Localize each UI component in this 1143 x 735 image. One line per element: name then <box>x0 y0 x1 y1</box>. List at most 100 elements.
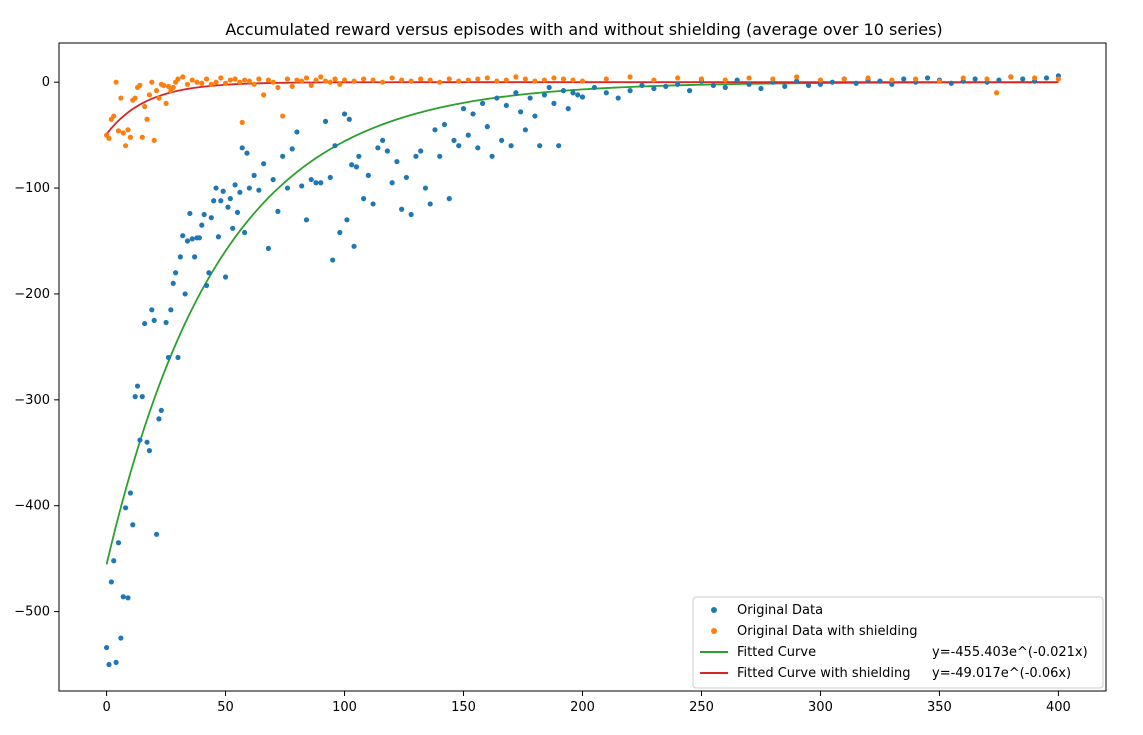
shielded-data-point <box>418 76 424 82</box>
original-data-point <box>261 161 267 167</box>
shielded-data-point <box>722 77 728 83</box>
original-data-point <box>106 661 112 668</box>
original-data-point <box>924 75 931 81</box>
shielded-data-point <box>675 75 681 81</box>
original-data-point <box>130 522 136 528</box>
original-data-point <box>303 217 310 223</box>
shielded-data-point <box>370 77 376 83</box>
original-data-point <box>180 233 186 239</box>
original-data-point <box>227 196 233 202</box>
original-data-point <box>782 83 788 90</box>
original-data-point <box>422 185 429 191</box>
x-tick-label: 200 <box>570 700 595 715</box>
original-data-point <box>184 238 191 244</box>
original-data-point <box>149 307 155 313</box>
shielded-data-point <box>144 116 150 122</box>
x-tick-label: 350 <box>927 700 952 715</box>
original-data-point <box>513 90 519 96</box>
original-data-point <box>313 180 319 186</box>
legend-box <box>692 596 1104 689</box>
original-data-point <box>615 95 621 101</box>
shielded-data-point <box>111 113 117 119</box>
shielded-data-point <box>113 79 119 85</box>
original-data-point <box>451 137 457 144</box>
original-data-point <box>353 164 360 170</box>
x-tick-label: 50 <box>217 700 234 715</box>
original-data-point <box>889 81 895 87</box>
original-data-point <box>556 143 562 149</box>
original-data-point <box>853 80 859 86</box>
original-data-point <box>139 394 145 400</box>
y-tick-label: 0 <box>42 75 50 90</box>
shielded-data-point <box>817 77 824 83</box>
original-data-point <box>399 206 405 212</box>
original-data-point <box>1043 75 1050 81</box>
shielded-data-point <box>184 81 191 87</box>
original-data-point <box>284 185 291 191</box>
x-tick-label: 100 <box>332 700 357 715</box>
original-data-point <box>118 635 124 641</box>
original-data-point <box>232 182 238 188</box>
shielded-data-point <box>208 81 214 87</box>
original-data-point <box>168 307 174 313</box>
original-data-point <box>758 85 764 92</box>
original-data-point <box>265 245 271 252</box>
shielded-data-point <box>446 76 452 82</box>
shielded-data-point <box>127 134 133 140</box>
original-data-point <box>187 210 193 217</box>
original-data-point <box>327 174 333 181</box>
legend-marker-shielded <box>711 628 717 634</box>
shielded-data-point <box>189 77 195 83</box>
shielded-data-point <box>242 77 248 83</box>
original-data-point <box>877 78 883 84</box>
legend-equation-fit-shielded: y=-49.017e^(-0.06x) <box>932 666 1071 681</box>
original-data-point <box>651 85 657 92</box>
original-data-point <box>418 148 424 154</box>
shielded-data-point <box>465 77 471 83</box>
shielded-data-point <box>237 79 243 85</box>
shielded-data-point <box>1032 75 1038 81</box>
original-data-point <box>499 137 505 144</box>
original-data-point <box>829 79 835 85</box>
shielded-data-point <box>313 77 319 83</box>
original-data-point <box>460 106 467 112</box>
original-data-point <box>222 274 229 280</box>
original-data-point <box>337 229 343 236</box>
shielded-data-point <box>156 95 162 101</box>
original-data-point <box>356 153 362 159</box>
shielded-data-point <box>227 77 233 83</box>
original-data-point <box>294 129 300 135</box>
original-data-point <box>675 81 681 87</box>
original-data-point <box>972 76 978 82</box>
original-data-point <box>349 162 355 168</box>
shielded-data-point <box>408 78 414 84</box>
shielded-data-point <box>149 79 155 85</box>
shielded-data-point <box>218 75 224 81</box>
shielded-data-point <box>139 134 145 140</box>
data-points <box>103 73 1062 668</box>
shielded-data-point <box>161 82 167 88</box>
shielded-data-point <box>151 137 157 144</box>
original-data-point <box>579 94 586 100</box>
original-data-point <box>805 82 812 88</box>
original-data-point <box>237 189 243 195</box>
original-data-point <box>627 88 633 94</box>
shielded-data-point <box>251 81 257 87</box>
original-data-point <box>270 176 276 183</box>
shielded-data-point <box>280 113 286 119</box>
original-data-point <box>479 100 486 106</box>
shielded-data-point <box>303 75 310 81</box>
shielded-data-point <box>427 77 433 83</box>
original-data-point <box>142 320 148 327</box>
shielded-data-point <box>137 82 143 88</box>
original-data-point <box>484 124 490 130</box>
original-data-point <box>275 208 281 214</box>
y-tick-label: −100 <box>14 181 50 196</box>
original-data-point <box>246 185 252 191</box>
shielded-data-point <box>794 74 800 80</box>
original-data-point <box>115 540 122 546</box>
y-tick-label: −300 <box>14 393 50 408</box>
original-data-point <box>508 143 514 149</box>
original-data-point <box>156 416 162 422</box>
